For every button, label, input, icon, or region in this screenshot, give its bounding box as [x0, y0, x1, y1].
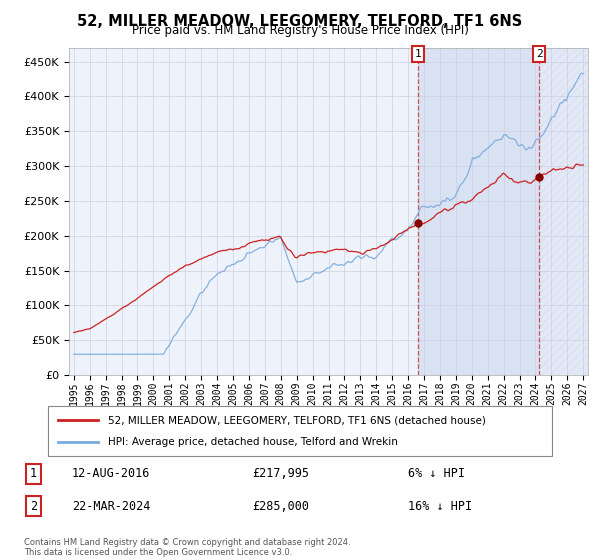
Text: 22-MAR-2024: 22-MAR-2024	[72, 500, 151, 512]
Text: 2: 2	[536, 49, 542, 59]
Text: Price paid vs. HM Land Registry's House Price Index (HPI): Price paid vs. HM Land Registry's House …	[131, 24, 469, 37]
Bar	[539, 48, 599, 375]
Text: 1: 1	[30, 468, 37, 480]
Text: 52, MILLER MEADOW, LEEGOMERY, TELFORD, TF1 6NS (detached house): 52, MILLER MEADOW, LEEGOMERY, TELFORD, T…	[109, 415, 487, 425]
FancyBboxPatch shape	[48, 406, 552, 456]
Text: HPI: Average price, detached house, Telford and Wrekin: HPI: Average price, detached house, Telf…	[109, 437, 398, 447]
Bar	[418, 48, 539, 375]
Text: 2: 2	[30, 500, 37, 512]
Text: 6% ↓ HPI: 6% ↓ HPI	[408, 468, 465, 480]
Text: £285,000: £285,000	[252, 500, 309, 512]
Text: 1: 1	[415, 49, 421, 59]
Text: 52, MILLER MEADOW, LEEGOMERY, TELFORD, TF1 6NS: 52, MILLER MEADOW, LEEGOMERY, TELFORD, T…	[77, 14, 523, 29]
Text: Contains HM Land Registry data © Crown copyright and database right 2024.
This d: Contains HM Land Registry data © Crown c…	[24, 538, 350, 557]
Text: 12-AUG-2016: 12-AUG-2016	[72, 468, 151, 480]
Text: £217,995: £217,995	[252, 468, 309, 480]
Text: 16% ↓ HPI: 16% ↓ HPI	[408, 500, 472, 512]
